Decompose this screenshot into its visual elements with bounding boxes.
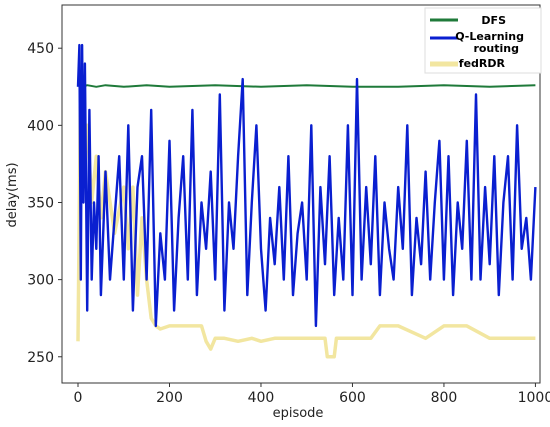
series-line-dfs — [77, 84, 536, 88]
y-tick-label: 250 — [27, 350, 54, 366]
y-tick-label: 300 — [27, 273, 54, 289]
series-layer — [76, 43, 537, 359]
tick-layer: 0 200 400 600 800 1000 250 300 350 400 450 — [27, 41, 550, 406]
x-tick-label: 0 — [74, 390, 83, 406]
x-tick-label: 200 — [156, 390, 183, 406]
x-tick-label: 600 — [339, 390, 366, 406]
x-tick-label: 1000 — [518, 390, 550, 406]
x-axis-label: episode — [273, 406, 324, 421]
y-tick-label: 400 — [27, 118, 54, 134]
y-tick-label: 450 — [27, 41, 54, 57]
x-tick-label: 800 — [431, 390, 458, 406]
plot-frame — [61, 4, 541, 384]
series-line-q-learning-routing — [76, 43, 537, 328]
y-tick-label: 350 — [27, 195, 54, 211]
x-tick-label: 400 — [248, 390, 275, 406]
legend-label-dfs: DFS — [481, 14, 506, 27]
legend: DFS Q-Learning routing fedRDR — [424, 7, 542, 74]
legend-label-routing: routing — [473, 42, 519, 55]
y-axis-label: delay(ms) — [5, 162, 20, 227]
legend-label-q-learning: Q-Learning — [455, 30, 524, 43]
legend-label-fedrdr: fedRDR — [459, 57, 506, 70]
